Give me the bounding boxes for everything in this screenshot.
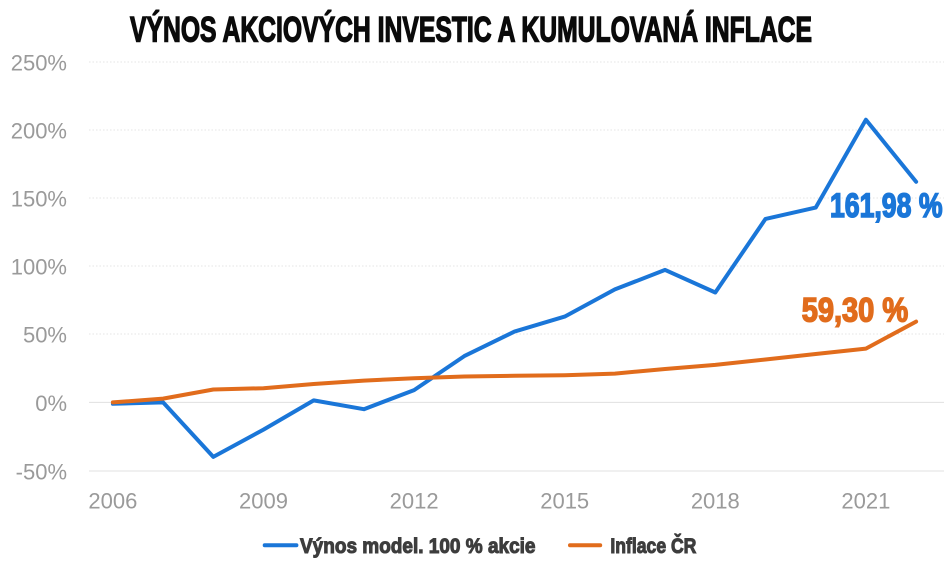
svg-text:2006: 2006	[88, 488, 137, 513]
svg-text:Výnos model. 100 % akcie: Výnos model. 100 % akcie	[300, 535, 536, 558]
svg-text:2012: 2012	[390, 488, 439, 513]
svg-text:250%: 250%	[11, 50, 67, 75]
svg-text:2015: 2015	[540, 488, 589, 513]
svg-text:Inflace ČR: Inflace ČR	[610, 534, 696, 558]
svg-text:2018: 2018	[691, 488, 740, 513]
svg-text:200%: 200%	[11, 118, 67, 143]
svg-text:-50%: -50%	[16, 459, 67, 484]
svg-text:2021: 2021	[841, 488, 890, 513]
svg-text:VÝNOS AKCIOVÝCH INVESTIC A KUM: VÝNOS AKCIOVÝCH INVESTIC A KUMULOVANÁ IN…	[130, 10, 812, 50]
svg-text:100%: 100%	[11, 254, 67, 279]
svg-text:150%: 150%	[11, 186, 67, 211]
svg-text:2009: 2009	[239, 488, 288, 513]
svg-text:0%: 0%	[35, 391, 67, 416]
svg-text:50%: 50%	[23, 322, 67, 347]
svg-text:161,98 %: 161,98 %	[830, 187, 943, 225]
svg-text:59,30 %: 59,30 %	[802, 292, 909, 330]
